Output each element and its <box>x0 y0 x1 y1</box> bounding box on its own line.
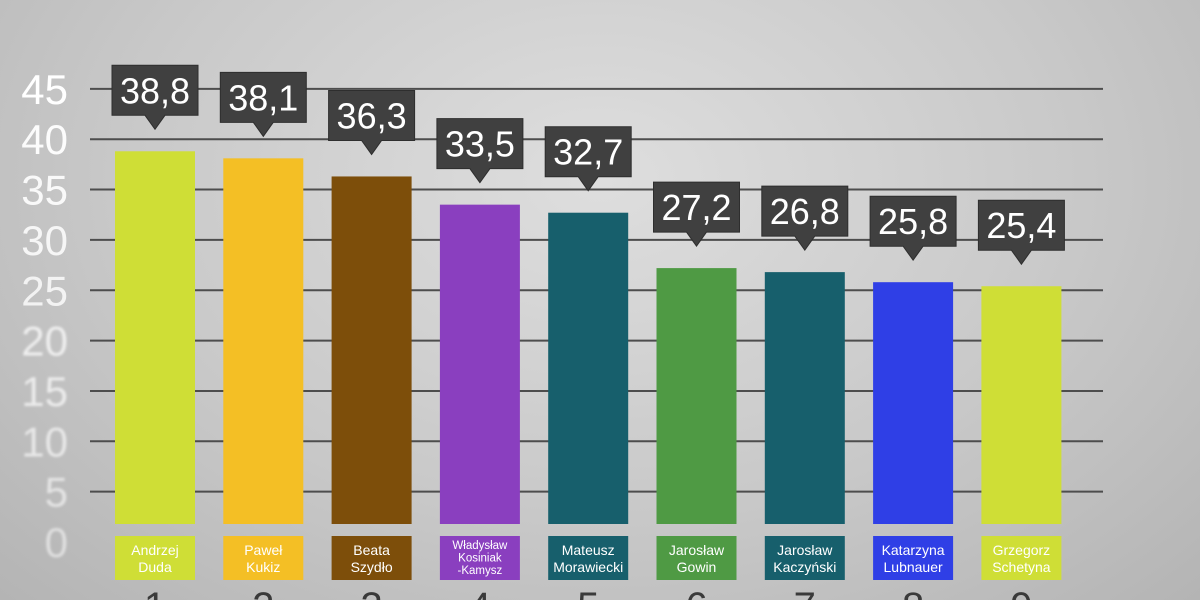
category-label-box <box>873 536 954 580</box>
rank-number: 7 <box>794 585 816 600</box>
value-callout <box>653 181 740 247</box>
category-label: Jarosław Gowin <box>669 542 725 575</box>
bars <box>115 151 1062 525</box>
rank-number: 1 <box>144 585 166 600</box>
data-label: 26,8 <box>770 191 840 232</box>
value-callout <box>544 126 632 192</box>
value-callout <box>869 195 957 262</box>
value-callout <box>761 185 849 251</box>
category-label-box <box>981 536 1062 580</box>
y-tick-label: 5 <box>45 469 68 516</box>
y-tick-label: 0 <box>45 519 68 566</box>
y-tick-label: 15 <box>21 368 68 415</box>
bar <box>331 176 412 525</box>
value-callout <box>219 71 307 138</box>
category-label: Andrzej Duda <box>131 542 178 575</box>
bar <box>439 204 520 524</box>
value-callout <box>328 89 416 156</box>
category-label-box <box>115 536 195 580</box>
value-callout <box>977 199 1065 266</box>
value-callouts: 38,8 38,1 36,3 33,5 32,7 27,2 26,8 25,8 25,4 <box>111 64 1065 266</box>
y-tick-label: 45 <box>21 66 68 113</box>
bar <box>981 286 1062 524</box>
data-label: 27,2 <box>661 187 731 228</box>
category-label-box <box>764 536 845 580</box>
bar <box>223 158 304 524</box>
category-label-box <box>223 536 304 580</box>
y-tick-label: 10 <box>21 418 68 465</box>
rank-number: 6 <box>685 585 707 600</box>
category-label: Paweł Kukiz <box>244 542 283 575</box>
bar <box>548 212 629 524</box>
rank-numbers: 1 2 3 4 5 6 7 8 9 <box>144 585 1033 600</box>
data-label: 36,3 <box>337 95 407 136</box>
category-label-box <box>656 536 737 580</box>
bar <box>764 272 845 524</box>
category-label-box <box>331 536 412 580</box>
category-label-box <box>548 536 629 580</box>
y-tick-label: 20 <box>21 318 68 365</box>
data-label: 25,8 <box>878 201 948 242</box>
data-label: 32,7 <box>553 132 623 173</box>
category-label: Jarosław Kaczyński <box>773 542 836 575</box>
y-tick-label: 35 <box>21 167 68 214</box>
rank-number: 8 <box>902 585 924 600</box>
rank-number: 3 <box>360 585 382 600</box>
rank-number: 5 <box>577 585 599 600</box>
data-label: 25,4 <box>986 205 1056 246</box>
rank-number: 2 <box>252 585 274 600</box>
category-label: Mateusz Morawiecki <box>553 542 623 575</box>
rank-number: 4 <box>469 585 491 600</box>
data-label: 38,8 <box>120 70 190 111</box>
category-label: Beata Szydło <box>351 542 393 575</box>
category-label: Grzegorz Schetyna <box>992 542 1051 575</box>
value-callout <box>436 118 524 184</box>
bar <box>656 268 737 524</box>
category-label: Katarzyna Lubnauer <box>882 542 945 575</box>
bar <box>873 282 954 524</box>
category-label: Władysław Kosiniak -Kamysz <box>452 540 508 577</box>
category-label-box <box>439 536 520 580</box>
category-labels: Andrzej Duda Paweł Kukiz Beata Szydło Władysła… <box>115 536 1062 580</box>
y-tick-label: 40 <box>21 116 68 163</box>
data-label: 38,1 <box>228 77 298 118</box>
y-tick-label: 25 <box>21 267 68 314</box>
y-tick-label: 30 <box>21 217 68 264</box>
data-label: 33,5 <box>445 124 515 165</box>
bar <box>115 151 195 524</box>
rank-number: 9 <box>1010 585 1032 600</box>
value-callout <box>111 64 199 131</box>
